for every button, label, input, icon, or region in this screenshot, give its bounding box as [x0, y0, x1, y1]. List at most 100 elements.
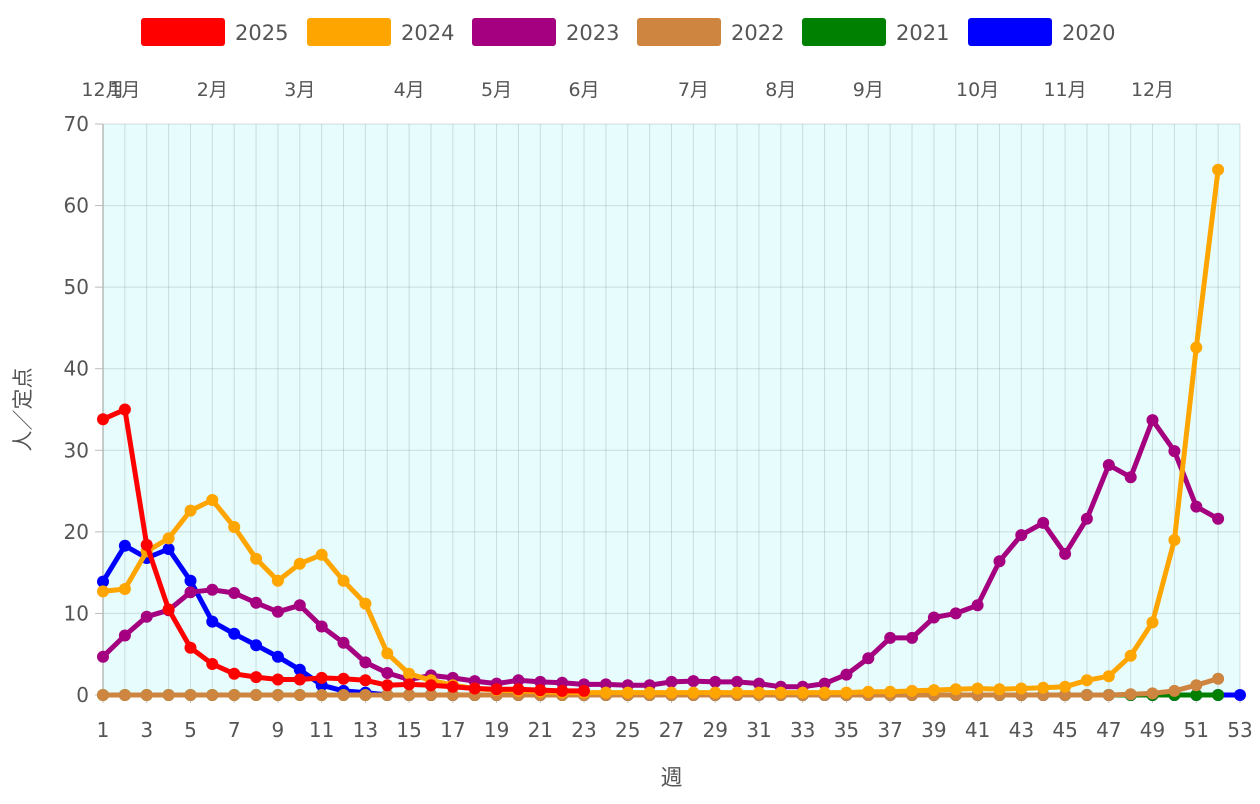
x-tick-label: 21	[528, 718, 553, 742]
data-point-2024	[184, 504, 197, 517]
data-point-2024	[271, 574, 284, 587]
y-tick-label: 60	[64, 194, 89, 218]
data-point-2024	[250, 552, 263, 565]
data-point-2024	[228, 521, 241, 533]
data-point-2025	[534, 684, 547, 697]
data-point-2024	[381, 647, 394, 660]
data-point-2022	[228, 689, 241, 701]
data-point-2023	[687, 675, 700, 688]
data-point-2023	[337, 636, 350, 649]
data-point-2022	[359, 689, 372, 701]
month-label: 12月	[81, 79, 124, 101]
data-point-2025	[97, 413, 109, 426]
data-point-2023	[1059, 547, 1072, 560]
legend-label: 2023	[566, 21, 619, 45]
data-point-2023	[840, 668, 853, 681]
data-point-2025	[490, 683, 503, 696]
data-point-2024	[359, 597, 372, 610]
data-point-2025	[162, 603, 175, 616]
month-label: 1月	[109, 79, 140, 101]
legend-label: 2020	[1062, 21, 1115, 45]
data-point-2024	[293, 557, 306, 570]
data-point-2024	[162, 532, 175, 545]
data-point-2020	[206, 615, 219, 628]
data-point-2023	[665, 675, 678, 688]
x-tick-label: 13	[353, 718, 378, 742]
data-point-2022	[184, 689, 197, 701]
data-point-2025	[512, 683, 525, 696]
data-point-2024	[1080, 674, 1093, 687]
data-point-2024	[993, 683, 1006, 696]
data-point-2022	[293, 689, 306, 701]
data-point-2023	[1124, 471, 1137, 484]
x-tick-label: 9	[272, 718, 285, 742]
data-point-2023	[993, 555, 1006, 568]
data-point-2023	[731, 675, 744, 688]
data-point-2023	[97, 650, 109, 663]
legend-swatch	[141, 18, 225, 46]
data-point-2024	[118, 583, 131, 595]
data-point-2023	[140, 610, 153, 623]
data-point-2024	[621, 686, 634, 699]
legend-item: 2020	[968, 18, 1115, 46]
series-line-2024	[100, 167, 1221, 696]
data-point-2024	[337, 574, 350, 587]
data-point-2025	[556, 684, 569, 697]
y-tick-label: 70	[64, 112, 89, 136]
legend-swatch	[968, 18, 1052, 46]
x-tick-label: 53	[1227, 718, 1252, 742]
data-point-2024	[753, 686, 765, 699]
data-point-2025	[228, 667, 241, 680]
y-tick-label: 40	[64, 357, 89, 381]
legend-item: 2024	[307, 18, 454, 46]
data-point-2024	[1190, 341, 1203, 354]
x-tick-label: 35	[834, 718, 859, 742]
x-tick-label: 43	[1009, 718, 1034, 742]
legend-item: 2022	[637, 18, 784, 46]
legend-label: 2025	[235, 21, 288, 45]
data-point-2025	[140, 538, 153, 551]
data-point-2024	[840, 686, 853, 699]
data-point-2025	[446, 680, 459, 693]
data-point-2022	[337, 689, 350, 701]
data-point-2025	[381, 679, 394, 692]
legend-swatch	[637, 18, 721, 46]
data-point-2023	[359, 656, 372, 669]
data-point-2024	[709, 686, 722, 699]
data-point-2023	[1212, 512, 1225, 525]
data-point-2024	[687, 686, 700, 699]
data-point-2023	[250, 596, 263, 609]
data-point-2024	[774, 686, 787, 699]
legend-item: 2023	[472, 18, 619, 46]
data-point-2023	[1102, 459, 1115, 471]
data-point-2024	[971, 682, 984, 695]
x-tick-label: 19	[484, 718, 509, 742]
x-tick-label: 33	[790, 718, 815, 742]
data-point-2022	[271, 689, 284, 701]
data-point-2020	[1234, 689, 1246, 701]
data-point-2022	[118, 689, 131, 701]
x-tick-label: 31	[746, 718, 771, 742]
data-point-2023	[1015, 529, 1028, 542]
data-point-2020	[162, 543, 175, 555]
series-line-2023	[100, 417, 1221, 690]
data-point-2024	[1059, 680, 1072, 693]
data-point-2022	[206, 689, 219, 701]
data-point-2024	[862, 685, 875, 698]
month-label: 12月	[1131, 79, 1174, 101]
x-tick-label: 7	[228, 718, 241, 742]
series-2025	[97, 403, 590, 697]
month-label: 6月	[568, 79, 599, 101]
data-point-2025	[359, 674, 372, 687]
x-tick-label: 11	[309, 718, 334, 742]
data-point-2023	[315, 620, 328, 633]
data-point-2023	[1037, 516, 1050, 529]
data-point-2025	[250, 671, 263, 684]
data-point-2023	[271, 605, 284, 618]
y-tick-label: 0	[76, 683, 89, 707]
data-point-2025	[403, 678, 416, 691]
data-point-2023	[709, 675, 722, 688]
data-point-2023	[228, 587, 241, 599]
